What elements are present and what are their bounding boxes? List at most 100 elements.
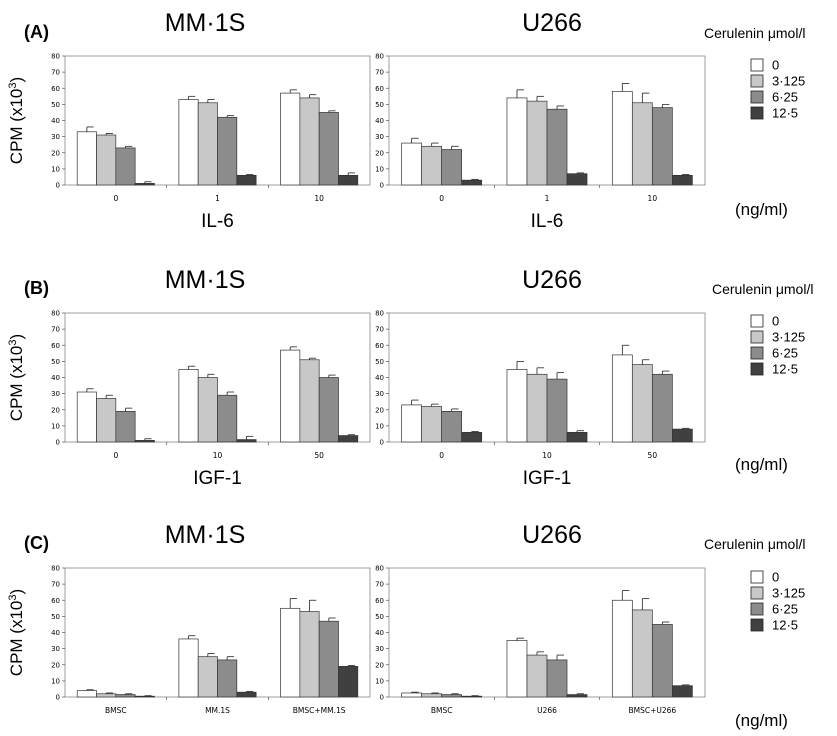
bar (421, 406, 443, 443)
legend-swatch (750, 602, 764, 616)
y-tick-label: 60 (375, 342, 384, 350)
bar (115, 411, 136, 443)
bar (651, 373, 673, 443)
legend-swatch (750, 330, 764, 344)
legend-swatch (750, 586, 764, 600)
bar (76, 391, 97, 443)
legend-swatch (750, 106, 764, 120)
legend-swatch (750, 362, 764, 376)
x-tick-label: MM.1S (205, 706, 230, 715)
bar (318, 620, 339, 698)
y-tick-label: 50 (375, 101, 384, 109)
bar (526, 373, 548, 443)
bar (299, 97, 320, 186)
y-tick-label: 50 (375, 613, 384, 621)
y-tick-label: 70 (375, 581, 384, 589)
bar (461, 431, 483, 443)
chart-title: MM·1S (165, 9, 246, 37)
y-axis-label: CPM (x103) (7, 77, 26, 164)
x-tick-label: 0 (113, 451, 118, 460)
y-tick-label: 70 (375, 69, 384, 77)
bar (461, 179, 483, 186)
chart-2: U266 0 10 20 30 40 50 60 70 80 0 1 10 IL-6 (375, 9, 706, 232)
x-axis-label: IGF-1 (523, 468, 572, 489)
x-tick-label: 50 (648, 451, 658, 460)
y-tick-label: 20 (51, 149, 60, 157)
bar (134, 183, 155, 186)
y-tick-label: 0 (56, 439, 60, 447)
bar (441, 411, 463, 443)
x-axis-label: IGF-1 (193, 468, 242, 489)
y-tick-label: 50 (51, 358, 60, 366)
bar (96, 398, 117, 443)
x-tick-label: BMSC+MM.1S (293, 706, 346, 715)
x-axis-label: IL-6 (531, 211, 564, 232)
y-tick-label: 0 (56, 182, 60, 190)
y-tick-label: 30 (51, 133, 60, 141)
chart-title: MM·1S (165, 266, 246, 294)
bar (611, 91, 633, 186)
y-tick-label: 30 (51, 645, 60, 653)
bar (299, 611, 320, 698)
y-tick-label: 50 (375, 358, 384, 366)
bar (338, 174, 359, 186)
unit-label-a: (ng/ml) (735, 200, 788, 219)
bar (197, 656, 218, 698)
legend-label: 6·25 (772, 346, 798, 361)
unit-label-b: (ng/ml) (735, 455, 788, 474)
chart-title: U266 (522, 521, 582, 549)
chart-4: U266 0 10 20 30 40 50 60 70 80 0 10 50 IGF-1 (375, 266, 706, 489)
bar (566, 694, 588, 698)
bar (526, 100, 548, 186)
chart-1: MM·1S 0 10 20 30 40 50 60 70 80 0 1 10 IL-6 CPM (x103) (7, 9, 371, 232)
legend-swatch (750, 58, 764, 72)
x-tick-label: 50 (314, 451, 324, 460)
x-tick-label: 1 (545, 194, 550, 203)
bar (217, 659, 238, 698)
bar (566, 431, 588, 443)
panel-label-a: (A) (24, 22, 49, 42)
y-tick-label: 10 (375, 165, 384, 173)
bar (299, 359, 320, 443)
legend-label: 3·125 (772, 586, 805, 601)
y-tick-label: 40 (375, 374, 384, 382)
legend-swatch (750, 346, 764, 360)
bar (178, 369, 199, 443)
bar (631, 102, 653, 186)
panel-label-b: (B) (24, 278, 49, 298)
x-tick-label: BMSC (431, 706, 453, 715)
panel-label-c: (C) (24, 533, 49, 553)
y-tick-label: 40 (51, 374, 60, 382)
y-tick-label: 60 (51, 597, 60, 605)
x-tick-label: BMSC (105, 706, 127, 715)
y-tick-label: 10 (51, 677, 60, 685)
bar (421, 145, 443, 186)
legend-layer: 03·1256·2512·503·1256·2512·503·1256·2512… (750, 58, 805, 633)
y-tick-label: 10 (51, 422, 60, 430)
bar (338, 666, 359, 698)
bar (631, 609, 653, 698)
x-tick-label: 10 (213, 451, 223, 460)
bar (318, 112, 339, 186)
y-tick-label: 50 (51, 613, 60, 621)
y-tick-label: 60 (51, 342, 60, 350)
bar (546, 108, 568, 186)
y-tick-label: 40 (51, 117, 60, 125)
y-tick-label: 30 (51, 390, 60, 398)
legend-title-b: Cerulenin μmol/l (712, 281, 813, 297)
y-tick-label: 70 (51, 581, 60, 589)
bar (671, 685, 693, 698)
legend-label: 0 (772, 570, 779, 585)
y-tick-label: 60 (375, 85, 384, 93)
y-axis-label: CPM (x103) (7, 589, 26, 676)
bar (115, 147, 136, 186)
y-tick-label: 10 (375, 677, 384, 685)
y-tick-label: 30 (375, 133, 384, 141)
x-tick-label: 1 (215, 194, 220, 203)
y-tick-label: 0 (380, 439, 384, 447)
y-tick-label: 70 (51, 69, 60, 77)
bar (338, 435, 359, 443)
bar (236, 439, 257, 443)
